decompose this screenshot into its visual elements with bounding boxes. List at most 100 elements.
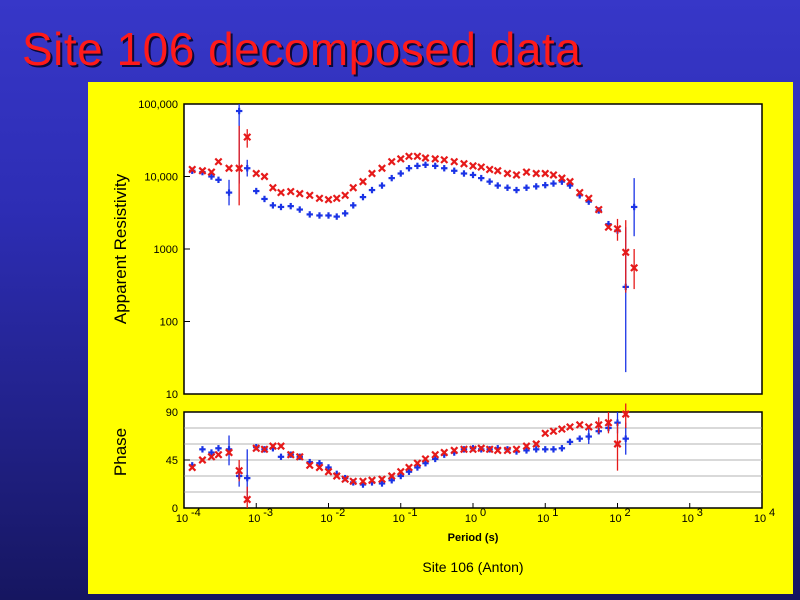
resistivity-blue-point (405, 165, 413, 172)
phase-red-point (332, 472, 341, 480)
phase-red-marker-b (277, 442, 285, 451)
resistivity-red-point (469, 161, 477, 170)
phase-red-marker-b (368, 476, 376, 485)
phase-red-point (485, 445, 494, 454)
resistivity-red-marker-b (268, 183, 277, 192)
phase-red-marker-b (268, 442, 277, 451)
phase-red-marker-b (396, 467, 405, 476)
phase-blue-point (585, 433, 592, 440)
resistivity-red-point (431, 154, 440, 163)
resistivity-blue-point (350, 202, 357, 209)
slide-title: Site 106 decomposed data (22, 23, 582, 75)
resistivity-blue-point (422, 161, 429, 169)
resistivity-blue-point (208, 173, 215, 180)
resistivity-red-point (324, 195, 333, 204)
phase-x-tick-label: 10 (393, 513, 405, 525)
phase-red-point (235, 466, 244, 475)
resistivity-red-point (315, 194, 324, 203)
x-axis-label: Period (s) (448, 532, 499, 544)
resistivity-red-marker-b (252, 169, 261, 178)
phase-x-tick-exponent: -3 (263, 507, 273, 519)
phase-red-point (431, 450, 440, 459)
phase-red-marker-b (305, 461, 314, 470)
phase-red-point (522, 442, 531, 451)
resistivity-y-ticks: 100,000 10,000 1000 100 10 (138, 99, 190, 401)
resistivity-y-tick-label: 10,000 (144, 172, 178, 184)
resistivity-red-point (260, 172, 269, 181)
resistivity-red-point (349, 183, 358, 192)
resistivity-blue-point (504, 184, 511, 191)
resistivity-blue-point (432, 162, 439, 170)
resistivity-red-point (485, 165, 494, 174)
phase-red-point (260, 445, 269, 454)
phase-red-marker-b (225, 448, 234, 457)
resistivity-blue-point (269, 202, 277, 209)
phase-red-point (188, 463, 197, 472)
resistivity-red-marker-b (243, 133, 252, 142)
chart-caption: Site 106 (Anton) (422, 559, 523, 575)
resistivity-blue-point (333, 213, 340, 220)
resistivity-red-point (459, 159, 468, 168)
phase-x-tick-label: 10 (248, 513, 260, 525)
phase-blue-point (533, 446, 540, 453)
phase-red-marker-b (549, 427, 558, 436)
phase-blue-point (576, 435, 583, 442)
phase-red-point (405, 463, 413, 472)
resistivity-red-marker-b (485, 165, 494, 174)
phase-red-point (594, 420, 603, 429)
resistivity-red-marker-b (440, 155, 449, 164)
resistivity-blue-point (523, 184, 530, 191)
phase-red-point (368, 476, 376, 485)
phase-blue-point (397, 472, 404, 480)
phase-blue-point (422, 460, 429, 467)
resistivity-red-marker-b (493, 166, 502, 175)
phase-blue-point (316, 460, 323, 467)
resistivity-blue-point (359, 193, 367, 201)
resistivity-red-marker-b (566, 177, 574, 186)
resistivity-red-marker-b (532, 169, 541, 178)
phase-x-tick-exponent: -2 (336, 507, 346, 519)
phase-red-point (286, 450, 295, 459)
phase-red-point (613, 440, 622, 448)
resistivity-blue-point (261, 195, 268, 203)
phase-x-tick-label: 10 (537, 513, 549, 525)
phase-red-point (198, 456, 207, 464)
phase-x-tick-exponent: 1 (552, 507, 558, 519)
resistivity-red-marker-b (630, 263, 639, 272)
resistivity-y-tick-label: 100,000 (138, 99, 178, 111)
phase-red-marker-b (235, 466, 244, 475)
resistivity-red-marker-b (541, 169, 550, 178)
resistivity-red-point (413, 152, 422, 161)
phase-red-marker-b (604, 418, 613, 427)
phase-red-point (315, 463, 324, 472)
phase-blue-point (523, 447, 530, 454)
phase-red-marker-b (459, 445, 468, 454)
phase-x-tick-label: 10 (682, 513, 694, 525)
resistivity-blue-point (306, 211, 313, 218)
resistivity-red-point (503, 169, 512, 178)
resistivity-blue-point (225, 189, 233, 196)
phase-red-point (295, 452, 304, 461)
phase-red-marker-b (349, 477, 358, 486)
phase-red-marker-b (341, 475, 350, 484)
phase-x-ticks: 10 -4 10 -3 10 -2 10 -1 10 0 10 1 10 2 10 3 10 4 (176, 503, 775, 525)
resistivity-red-point (235, 164, 244, 173)
resistivity-red-marker-b (575, 188, 584, 197)
phase-red-marker-b (332, 472, 341, 480)
phase-x-tick-label: 10 (754, 513, 766, 525)
phase-red-point (584, 422, 593, 431)
resistivity-red-point (198, 166, 207, 175)
phase-x-tick-exponent: 3 (697, 507, 703, 519)
phase-red-point (341, 475, 350, 484)
resistivity-blue-point (478, 174, 485, 182)
resistivity-blue-point (215, 176, 222, 184)
resistivity-red-point (522, 168, 531, 177)
resistivity-red-marker-b (431, 154, 440, 163)
phase-red-point (396, 467, 405, 476)
phase-red-point (557, 425, 566, 434)
resistivity-blue-point (513, 186, 520, 194)
phase-red-marker-b (286, 450, 295, 459)
phase-red-marker-b (198, 456, 207, 464)
resistivity-blue-point (441, 165, 448, 172)
